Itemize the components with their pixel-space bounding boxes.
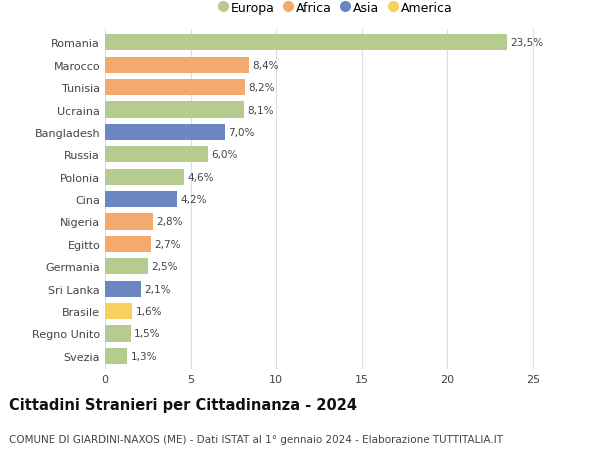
Text: 2,5%: 2,5% — [151, 262, 178, 272]
Text: COMUNE DI GIARDINI-NAXOS (ME) - Dati ISTAT al 1° gennaio 2024 - Elaborazione TUT: COMUNE DI GIARDINI-NAXOS (ME) - Dati IST… — [9, 434, 503, 444]
Legend: Europa, Africa, Asia, America: Europa, Africa, Asia, America — [215, 0, 457, 20]
Bar — [105, 169, 184, 185]
Bar — [105, 57, 249, 73]
Bar — [105, 35, 507, 51]
Text: 8,4%: 8,4% — [252, 61, 278, 71]
Bar — [105, 303, 133, 319]
Bar — [105, 124, 225, 140]
Bar — [105, 147, 208, 163]
Text: 23,5%: 23,5% — [511, 38, 544, 48]
Bar — [105, 281, 141, 297]
Text: 4,2%: 4,2% — [180, 195, 207, 205]
Text: 6,0%: 6,0% — [211, 150, 238, 160]
Bar — [105, 259, 148, 275]
Bar — [105, 326, 131, 342]
Bar — [105, 80, 245, 96]
Text: 1,6%: 1,6% — [136, 307, 162, 316]
Text: 8,2%: 8,2% — [249, 83, 275, 93]
Text: 1,5%: 1,5% — [134, 329, 161, 339]
Text: 1,3%: 1,3% — [131, 351, 157, 361]
Text: 2,7%: 2,7% — [155, 239, 181, 249]
Bar — [105, 214, 153, 230]
Text: 2,1%: 2,1% — [145, 284, 171, 294]
Text: 2,8%: 2,8% — [157, 217, 183, 227]
Text: 4,6%: 4,6% — [187, 172, 214, 182]
Bar — [105, 102, 244, 118]
Bar — [105, 348, 127, 364]
Bar — [105, 191, 177, 208]
Text: 7,0%: 7,0% — [228, 128, 254, 138]
Text: Cittadini Stranieri per Cittadinanza - 2024: Cittadini Stranieri per Cittadinanza - 2… — [9, 397, 357, 412]
Bar — [105, 236, 151, 252]
Text: 8,1%: 8,1% — [247, 105, 274, 115]
